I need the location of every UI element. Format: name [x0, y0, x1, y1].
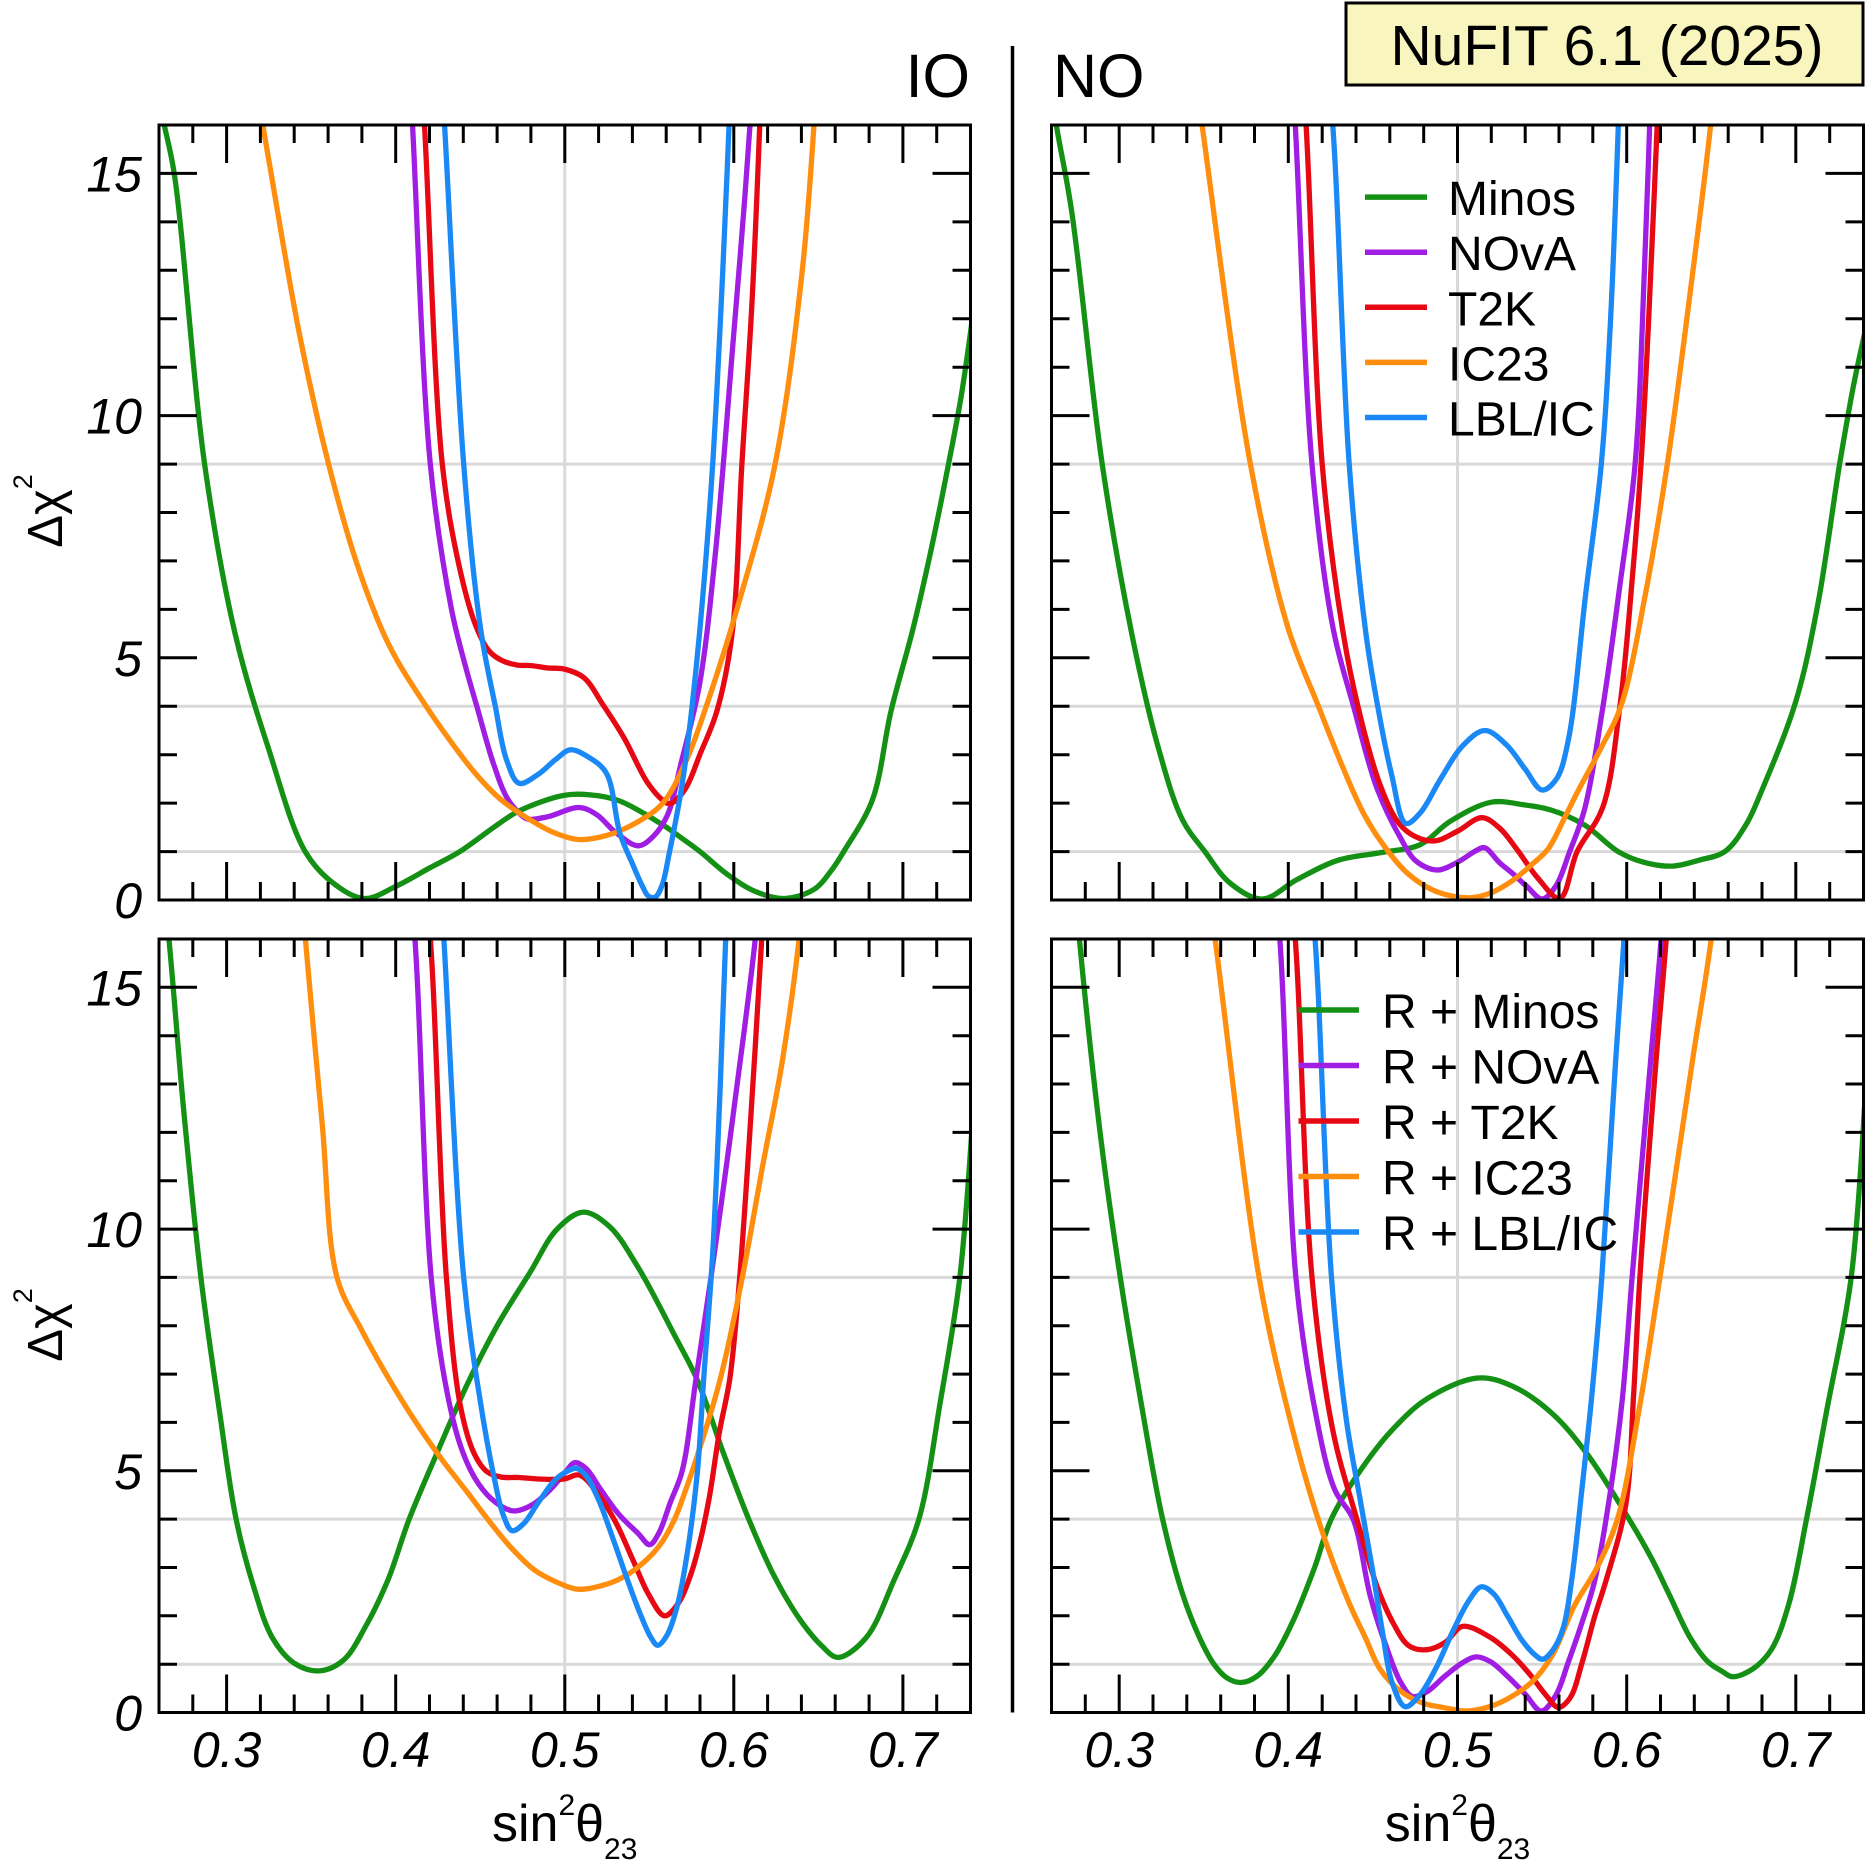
- svg-text:15: 15: [86, 146, 142, 202]
- svg-text:LBL/IC: LBL/IC: [1448, 394, 1595, 447]
- svg-text:NO: NO: [1053, 42, 1145, 110]
- svg-text:5: 5: [114, 631, 142, 687]
- svg-text:0.4: 0.4: [1254, 1722, 1324, 1778]
- svg-text:IO: IO: [906, 42, 970, 110]
- svg-text:0.7: 0.7: [868, 1722, 940, 1778]
- svg-text:0.3: 0.3: [192, 1722, 262, 1778]
- svg-text:R + IC23: R + IC23: [1382, 1153, 1573, 1206]
- svg-text:NOvA: NOvA: [1448, 228, 1576, 281]
- svg-text:IC23: IC23: [1448, 338, 1549, 391]
- svg-text:0.7: 0.7: [1761, 1722, 1833, 1778]
- svg-text:0.5: 0.5: [1423, 1722, 1493, 1778]
- svg-text:10: 10: [86, 1202, 142, 1258]
- svg-text:0.5: 0.5: [530, 1722, 600, 1778]
- svg-text:0.3: 0.3: [1084, 1722, 1154, 1778]
- svg-text:0.6: 0.6: [1592, 1722, 1662, 1778]
- svg-text:NuFIT 6.1 (2025): NuFIT 6.1 (2025): [1391, 14, 1824, 78]
- svg-text:15: 15: [86, 960, 142, 1016]
- svg-text:R + LBL/IC: R + LBL/IC: [1382, 1208, 1618, 1261]
- svg-text:10: 10: [86, 389, 142, 445]
- svg-text:0: 0: [114, 1686, 142, 1742]
- svg-text:0.6: 0.6: [699, 1722, 769, 1778]
- svg-text:0.4: 0.4: [361, 1722, 431, 1778]
- svg-text:R + Minos: R + Minos: [1382, 986, 1599, 1039]
- svg-text:5: 5: [114, 1444, 142, 1500]
- svg-text:R + NOvA: R + NOvA: [1382, 1042, 1599, 1095]
- svg-text:Minos: Minos: [1448, 173, 1576, 226]
- svg-text:0: 0: [114, 873, 142, 929]
- svg-text:R + T2K: R + T2K: [1382, 1097, 1559, 1150]
- svg-text:T2K: T2K: [1448, 283, 1536, 336]
